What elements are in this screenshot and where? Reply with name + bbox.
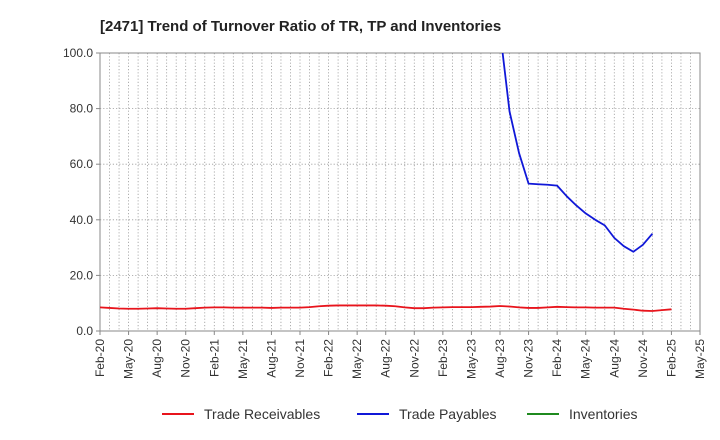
y-tick-label: 80.0 — [70, 102, 94, 116]
x-tick-label: Feb-21 — [207, 339, 221, 377]
x-tick-label: Feb-24 — [550, 339, 564, 377]
plot-frame — [99, 52, 701, 332]
series-layer — [100, 53, 672, 312]
series-line-1 — [501, 53, 654, 253]
x-tick-label: Nov-21 — [293, 339, 307, 378]
chart-title: [2471] Trend of Turnover Ratio of TR, TP… — [100, 18, 501, 35]
x-tick-label: May-25 — [693, 339, 707, 379]
legend: Trade Receivables Trade Payables Inventori… — [162, 406, 637, 422]
x-tick-label: May-22 — [350, 339, 364, 379]
x-tick-label: May-24 — [579, 339, 593, 379]
y-tick-label: 20.0 — [70, 268, 94, 282]
x-tick-label: Feb-22 — [322, 339, 336, 377]
legend-label: Trade Payables — [399, 406, 497, 422]
y-tick-label: 0.0 — [76, 324, 93, 338]
y-tick-label: 100.0 — [63, 46, 93, 60]
x-tick-label: Aug-24 — [607, 339, 621, 378]
y-axis: 0.0 20.0 40.0 60.0 80.0 100.0 — [63, 46, 100, 338]
y-tick-label: 60.0 — [70, 157, 94, 171]
series-line-0 — [100, 304, 672, 312]
x-tick-label: Nov-23 — [522, 339, 536, 378]
x-tick-label: Nov-24 — [636, 339, 650, 378]
legend-label: Inventories — [569, 406, 637, 422]
x-tick-label: Nov-22 — [407, 339, 421, 378]
x-tick-label: May-23 — [464, 339, 478, 379]
x-tick-label: May-21 — [236, 339, 250, 379]
x-tick-label: Aug-21 — [264, 339, 278, 378]
x-tick-label: Aug-23 — [493, 339, 507, 378]
x-axis: Feb-20 May-20 Aug-20 Nov-20 Feb-21 May-21 Aug-… — [93, 331, 707, 379]
x-tick-label: Nov-20 — [179, 339, 193, 378]
legend-label: Trade Receivables — [204, 406, 320, 422]
x-tick-label: Aug-20 — [150, 339, 164, 378]
x-tick-label: Feb-20 — [93, 339, 107, 377]
grid-layer — [100, 53, 700, 331]
x-tick-label: Aug-22 — [379, 339, 393, 378]
x-tick-label: May-20 — [122, 339, 136, 379]
y-tick-label: 40.0 — [70, 213, 94, 227]
x-tick-label: Feb-25 — [664, 339, 678, 377]
x-tick-label: Feb-23 — [436, 339, 450, 377]
